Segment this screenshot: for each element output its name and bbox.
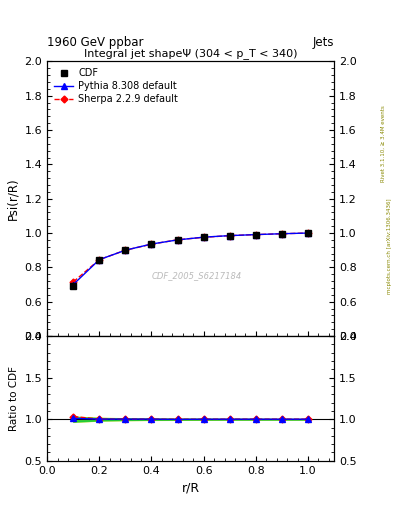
Text: Jets: Jets (312, 36, 334, 49)
Text: CDF_2005_S6217184: CDF_2005_S6217184 (151, 271, 241, 280)
Y-axis label: Ratio to CDF: Ratio to CDF (9, 366, 19, 431)
X-axis label: r/R: r/R (182, 481, 200, 494)
Y-axis label: Psi(r/R): Psi(r/R) (6, 177, 19, 220)
Text: mcplots.cern.ch [arXiv:1306.3436]: mcplots.cern.ch [arXiv:1306.3436] (387, 198, 391, 293)
Text: Rivet 3.1.10, ≥ 3.4M events: Rivet 3.1.10, ≥ 3.4M events (381, 105, 386, 182)
Title: Integral jet shapeΨ (304 < p_T < 340): Integral jet shapeΨ (304 < p_T < 340) (84, 48, 298, 59)
Text: 1960 GeV ppbar: 1960 GeV ppbar (47, 36, 144, 49)
Legend: CDF, Pythia 8.308 default, Sherpa 2.2.9 default: CDF, Pythia 8.308 default, Sherpa 2.2.9 … (52, 66, 180, 106)
